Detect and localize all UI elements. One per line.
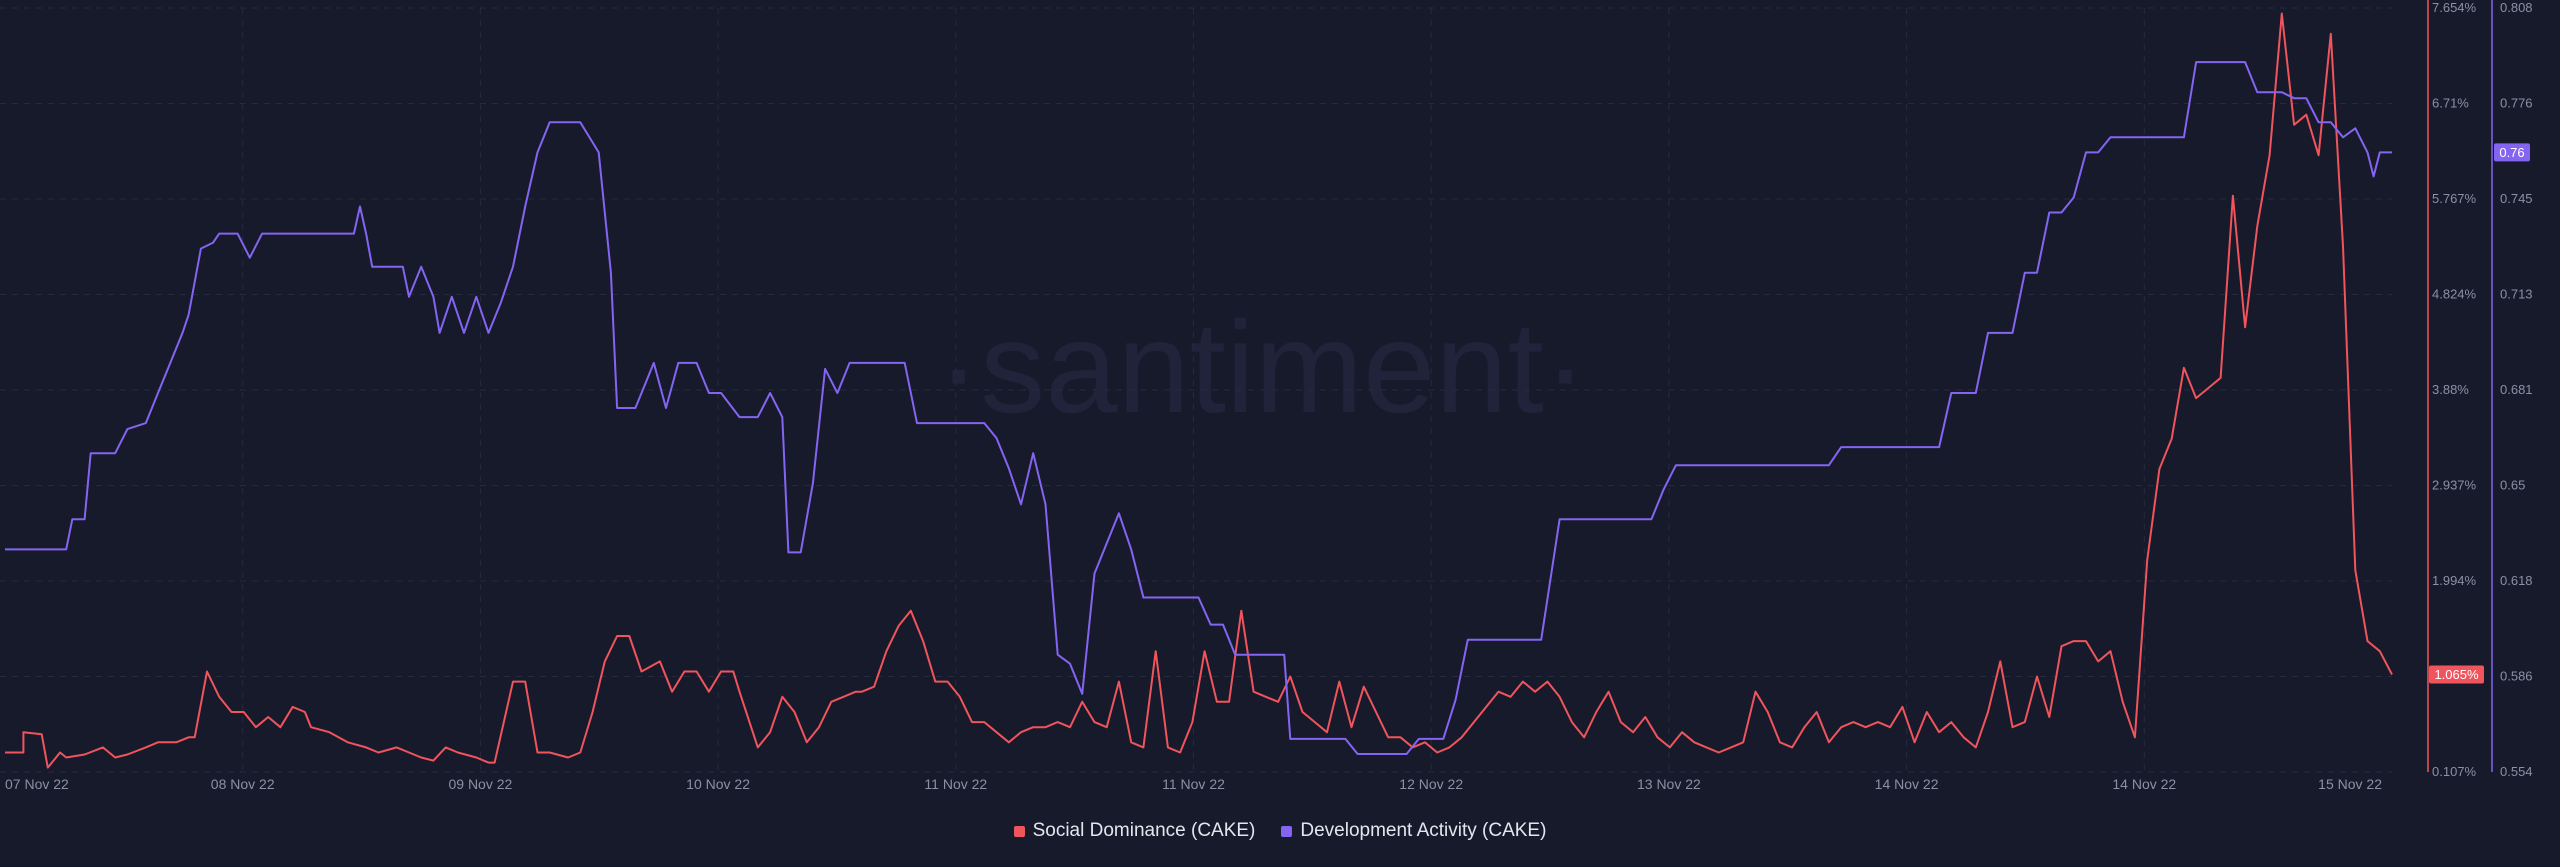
x-tick-label: 07 Nov 22	[5, 776, 69, 792]
x-tick-label: 14 Nov 22	[2112, 776, 2176, 792]
development-activity-line	[5, 61, 2392, 755]
dev-axis-tick-label: 0.65	[2500, 478, 2525, 493]
social-axis-tick-label: 6.71%	[2432, 96, 2469, 111]
dev-axis-tick-label: 0.808	[2500, 0, 2533, 15]
dev-axis-tick-label: 0.618	[2500, 573, 2533, 588]
social-axis-tick-label: 4.824%	[2432, 287, 2477, 302]
axes: 07 Nov 22 08 Nov 22 09 Nov 22 10 Nov 22 11 N…	[5, 0, 2533, 792]
x-tick-label: 09 Nov 22	[448, 776, 512, 792]
social-dominance-swatch	[1013, 825, 1025, 837]
social-value-text: 1.065%	[2434, 667, 2479, 682]
legend: Social Dominance (CAKE) Development Acti…	[0, 820, 2560, 842]
x-tick-label: 10 Nov 22	[686, 776, 750, 792]
legend-label-social-dominance: Social Dominance (CAKE)	[1032, 820, 1256, 841]
grid-lines	[0, 7, 2392, 773]
legend-item-social-dominance[interactable]: Social Dominance (CAKE)	[1013, 820, 1256, 842]
dev-axis-tick-label: 0.713	[2500, 287, 2533, 302]
watermark: ·santiment·	[937, 294, 1587, 440]
social-dominance-line	[5, 12, 2393, 769]
social-axis-tick-label: 2.937%	[2432, 478, 2477, 493]
dev-axis-tick-label: 0.586	[2500, 669, 2533, 684]
x-tick-label: 14 Nov 22	[1875, 776, 1939, 792]
dev-axis-tick-label: 0.776	[2500, 96, 2533, 111]
dev-axis-tick-label: 0.745	[2500, 191, 2533, 206]
dev-axis-tick-label: 0.554	[2500, 764, 2533, 779]
social-axis-tick-label: 1.994%	[2432, 573, 2477, 588]
x-tick-label: 15 Nov 22	[2318, 776, 2382, 792]
x-tick-label: 08 Nov 22	[211, 776, 275, 792]
value-badges: 1.065% 0.76	[2429, 143, 2530, 684]
legend-item-development-activity[interactable]: Development Activity (CAKE)	[1281, 820, 1546, 842]
development-activity-swatch	[1281, 825, 1293, 837]
social-value-badge	[2429, 665, 2484, 684]
dev-value-badge	[2494, 143, 2530, 162]
social-axis-tick-label: 7.654%	[2432, 0, 2477, 15]
x-tick-label: 11 Nov 22	[1162, 776, 1225, 792]
chart-canvas: ·santiment· 07 Nov 22 08 Nov 22 09 Nov 22 1…	[0, 0, 2533, 792]
dev-axis-tick-label: 0.681	[2500, 382, 2533, 397]
dev-value-text: 0.76	[2499, 145, 2524, 160]
x-tick-label: 12 Nov 22	[1399, 776, 1463, 792]
legend-label-development-activity: Development Activity (CAKE)	[1300, 820, 1547, 841]
x-tick-label: 11 Nov 22	[924, 776, 987, 792]
social-axis-tick-label: 3.88%	[2432, 382, 2469, 397]
social-axis-tick-label: 0.107%	[2432, 764, 2477, 779]
series-lines	[5, 12, 2393, 769]
x-tick-label: 13 Nov 22	[1637, 776, 1701, 792]
social-axis-tick-label: 5.767%	[2432, 191, 2477, 206]
